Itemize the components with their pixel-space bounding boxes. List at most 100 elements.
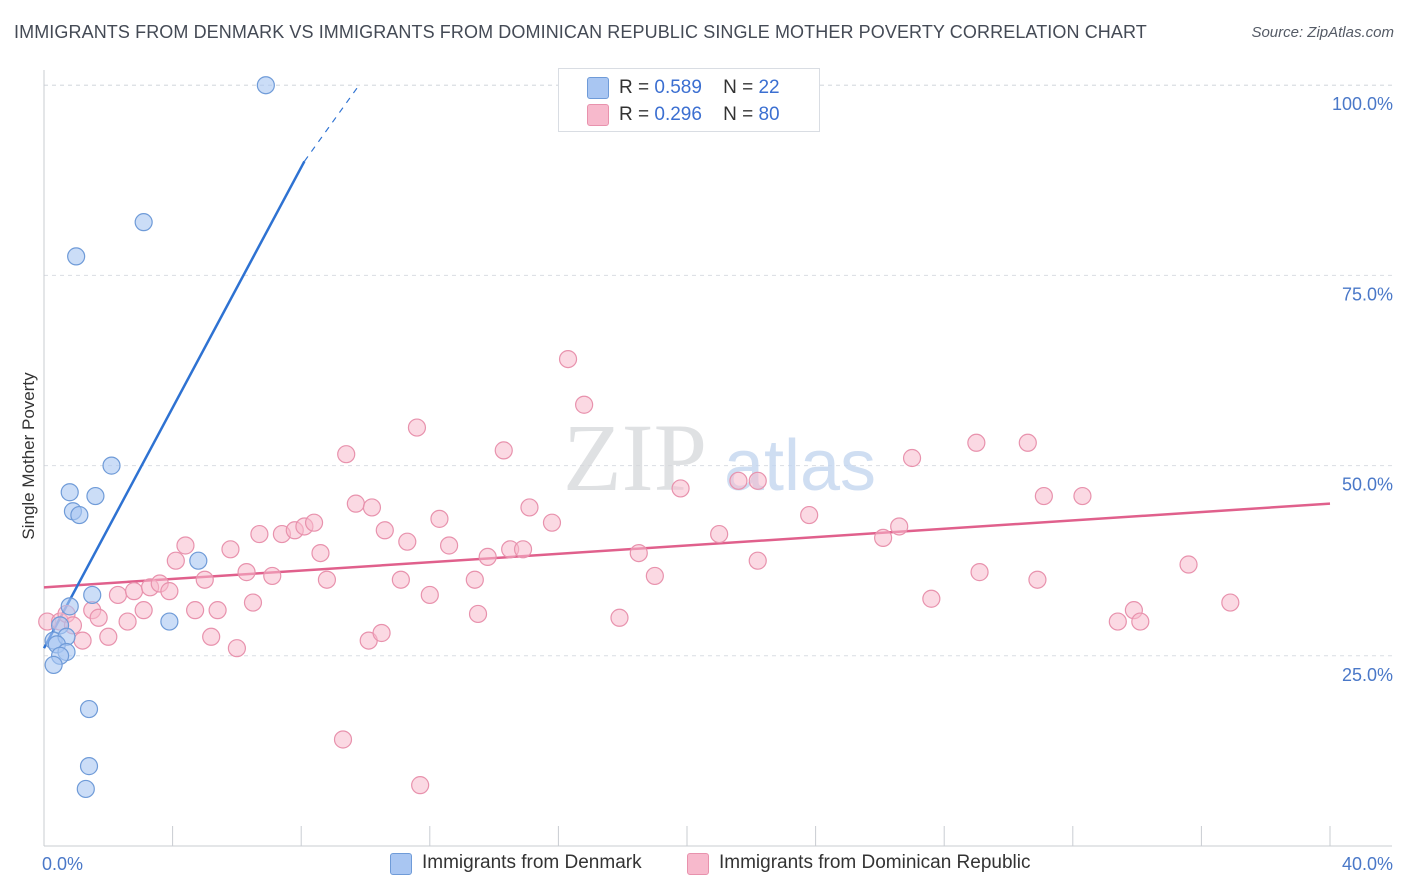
dominican-point xyxy=(439,536,459,555)
denmark-r-value: 0.589 xyxy=(654,77,702,98)
dominican-point xyxy=(520,498,539,517)
y-tick-label: 25.0% xyxy=(1342,665,1393,685)
dominican-point xyxy=(398,532,417,551)
denmark-point xyxy=(67,247,86,266)
dominican-point xyxy=(575,395,594,414)
dominican-point xyxy=(311,543,330,563)
dominican-point xyxy=(1073,486,1092,506)
denmark-point xyxy=(86,486,105,506)
denmark-trend-extension xyxy=(303,84,360,162)
dominican-point xyxy=(1034,486,1053,506)
denmark-n-label: N = xyxy=(723,77,754,98)
dominican-point xyxy=(304,513,324,532)
y-tick-label: 100.0% xyxy=(1332,94,1393,114)
dominican-point xyxy=(967,433,986,452)
dominican-point xyxy=(333,730,353,749)
dominican-point xyxy=(227,639,246,658)
dominican-point xyxy=(263,566,282,586)
dominican-point xyxy=(124,582,144,601)
dominican-swatch xyxy=(587,104,609,126)
dominican-point xyxy=(250,524,269,544)
dominican-point xyxy=(800,505,819,525)
dominican-point xyxy=(430,509,449,528)
dominican-point xyxy=(465,570,484,589)
dominican-point xyxy=(420,585,439,605)
dominican-point xyxy=(372,623,391,643)
dominican-point xyxy=(243,593,263,612)
dominican-point xyxy=(391,570,410,589)
dominican-point xyxy=(337,445,356,464)
y-tick-label: 50.0% xyxy=(1342,475,1393,495)
dominican-point xyxy=(375,521,394,540)
denmark-point xyxy=(79,757,99,776)
denmark-point xyxy=(189,551,208,570)
dominican-point xyxy=(221,540,240,559)
denmark-swatch xyxy=(587,77,609,99)
dominican-point xyxy=(73,631,92,650)
dominican-point xyxy=(558,349,578,369)
dominican-point xyxy=(1028,570,1047,589)
denmark-point xyxy=(160,612,179,631)
source-label: Source: ZipAtlas.com xyxy=(1251,24,1394,41)
denmark-point xyxy=(83,585,102,605)
dominican-point xyxy=(411,776,430,795)
dominican-point xyxy=(99,627,118,646)
dominican-point xyxy=(118,612,137,631)
denmark-point xyxy=(60,483,79,502)
y-axis-label: Single Mother Poverty xyxy=(19,372,38,540)
dominican-point xyxy=(748,471,767,490)
dominican-point xyxy=(671,479,690,498)
watermark: ZIP atlas xyxy=(563,404,876,511)
dominican-point xyxy=(748,551,767,570)
dominican-point xyxy=(134,601,153,620)
dominican-point xyxy=(542,513,562,532)
dominican-point xyxy=(710,524,729,544)
denmark-r-label: R = xyxy=(619,77,650,98)
denmark-point xyxy=(44,655,63,675)
dominican-point xyxy=(1018,433,1037,452)
denmark-n-value: 22 xyxy=(758,77,780,98)
denmark-point xyxy=(256,76,275,95)
dominican-point xyxy=(237,563,256,582)
dominican-legend-label: Immigrants from Dominican Republic xyxy=(719,852,1031,873)
data-points xyxy=(38,76,1240,799)
trend-lines xyxy=(42,84,1331,649)
dominican-point xyxy=(645,566,664,586)
dominican-point xyxy=(346,494,365,513)
dominican-point xyxy=(317,570,337,589)
dominican-point xyxy=(922,589,941,608)
denmark-legend-label: Immigrants from Denmark xyxy=(422,852,642,873)
dominican-point xyxy=(610,608,629,627)
dominican-point xyxy=(186,601,205,620)
denmark-point xyxy=(102,456,121,475)
denmark-point xyxy=(79,699,99,719)
dominican-point xyxy=(176,536,195,555)
dominican-point xyxy=(1108,612,1127,631)
dominican-point xyxy=(108,585,128,605)
axes xyxy=(43,70,1392,847)
denmark-point xyxy=(76,779,95,799)
chart-title: IMMIGRANTS FROM DENMARK VS IMMIGRANTS FR… xyxy=(14,22,1147,42)
dominican-point xyxy=(202,627,221,646)
y-tick-label: 75.0% xyxy=(1342,284,1393,304)
dominican-point xyxy=(494,441,513,460)
watermark-atlas: atlas xyxy=(724,426,876,506)
dominican-n-label: N = xyxy=(723,104,754,125)
dominican-point xyxy=(970,563,989,582)
dominican-trend-line xyxy=(43,502,1331,589)
x-tick-label: 0.0% xyxy=(42,854,83,874)
dominican-legend-swatch xyxy=(687,853,709,875)
dominican-point xyxy=(874,528,893,547)
dominican-r-value: 0.296 xyxy=(654,104,702,125)
dominican-point xyxy=(890,517,909,536)
dominican-point xyxy=(160,582,179,601)
dominican-point xyxy=(629,543,648,563)
dominican-point xyxy=(1179,555,1198,574)
dominican-point xyxy=(166,551,185,570)
dominican-point xyxy=(89,608,108,627)
dominican-point xyxy=(729,471,748,490)
dominican-point xyxy=(902,448,922,468)
dominican-n-value: 80 xyxy=(758,104,780,125)
denmark-legend-swatch xyxy=(390,853,412,875)
